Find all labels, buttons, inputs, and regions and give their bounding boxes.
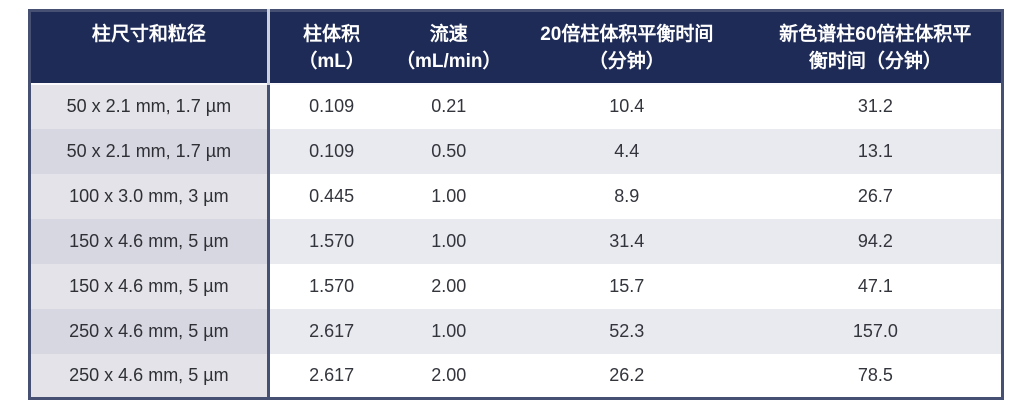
cell-equil-20cv: 31.4 [503,218,750,264]
cell-flow-rate: 2.00 [393,263,504,309]
cell-volume: 1.570 [268,263,394,309]
cell-equil-20cv: 4.4 [503,128,750,174]
cell-dimensions: 150 x 4.6 mm, 5 µm [29,263,270,309]
equilibration-time-table: 柱尺寸和粒径 柱体积 （mL） 流速 （mL/min） 20倍柱体积平衡时间 （… [28,9,1004,400]
cell-dimensions: 50 x 2.1 mm, 1.7 µm [29,83,270,129]
header-column-equil-60cv: 新色谱柱60倍柱体积平 衡时间（分钟） [749,10,1003,85]
cell-equil-20cv: 10.4 [503,83,750,129]
cell-dimensions: 100 x 3.0 mm, 3 µm [29,173,270,219]
cell-equil-60cv: 13.1 [749,128,1003,174]
cell-dimensions: 150 x 4.6 mm, 5 µm [29,218,270,264]
cell-equil-60cv: 47.1 [749,263,1003,309]
cell-volume: 2.617 [268,308,394,354]
table-row: 100 x 3.0 mm, 3 µm 0.445 1.00 8.9 26.7 [29,173,1003,219]
table-row: 50 x 2.1 mm, 1.7 µm 0.109 0.21 10.4 31.2 [29,83,1003,129]
cell-volume: 2.617 [268,353,394,399]
header-row: 柱尺寸和粒径 柱体积 （mL） 流速 （mL/min） 20倍柱体积平衡时间 （… [29,10,1003,85]
header-column-equil-20cv: 20倍柱体积平衡时间 （分钟） [503,10,750,85]
header-column-volume: 柱体积 （mL） [268,10,394,85]
table-row: 150 x 4.6 mm, 5 µm 1.570 2.00 15.7 47.1 [29,263,1003,309]
cell-equil-20cv: 26.2 [503,353,750,399]
cell-dimensions: 250 x 4.6 mm, 5 µm [29,353,270,399]
header-column-flow-rate: 流速 （mL/min） [393,10,504,85]
cell-equil-60cv: 94.2 [749,218,1003,264]
cell-dimensions: 50 x 2.1 mm, 1.7 µm [29,128,270,174]
table-row: 150 x 4.6 mm, 5 µm 1.570 1.00 31.4 94.2 [29,218,1003,264]
cell-volume: 0.109 [268,83,394,129]
cell-equil-60cv: 26.7 [749,173,1003,219]
header-column-dimensions: 柱尺寸和粒径 [29,10,270,85]
cell-equil-20cv: 8.9 [503,173,750,219]
cell-equil-60cv: 157.0 [749,308,1003,354]
cell-flow-rate: 0.21 [393,83,504,129]
cell-volume: 0.109 [268,128,394,174]
cell-equil-60cv: 78.5 [749,353,1003,399]
cell-flow-rate: 0.50 [393,128,504,174]
cell-flow-rate: 1.00 [393,308,504,354]
cell-equil-20cv: 15.7 [503,263,750,309]
cell-flow-rate: 1.00 [393,218,504,264]
table-row: 250 x 4.6 mm, 5 µm 2.617 1.00 52.3 157.0 [29,308,1003,354]
cell-equil-60cv: 31.2 [749,83,1003,129]
table-body: 50 x 2.1 mm, 1.7 µm 0.109 0.21 10.4 31.2 50 x… [29,83,1003,399]
cell-volume: 0.445 [268,173,394,219]
cell-flow-rate: 1.00 [393,173,504,219]
cell-dimensions: 250 x 4.6 mm, 5 µm [29,308,270,354]
table-row: 250 x 4.6 mm, 5 µm 2.617 2.00 26.2 78.5 [29,353,1003,399]
cell-equil-20cv: 52.3 [503,308,750,354]
cell-volume: 1.570 [268,218,394,264]
cell-flow-rate: 2.00 [393,353,504,399]
table-row: 50 x 2.1 mm, 1.7 µm 0.109 0.50 4.4 13.1 [29,128,1003,174]
